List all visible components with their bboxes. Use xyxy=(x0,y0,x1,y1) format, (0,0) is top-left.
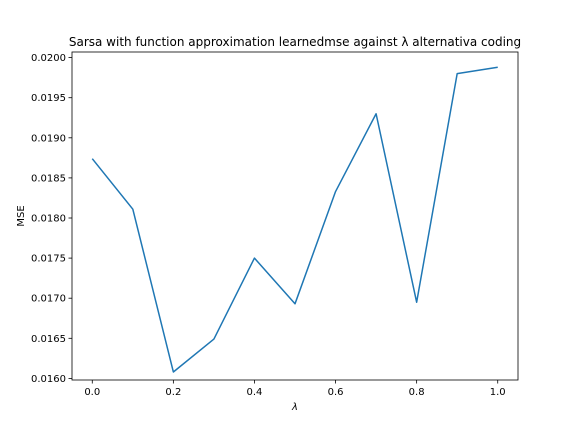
y-tick-label: 0.0165 xyxy=(31,334,66,345)
y-tick-label: 0.0170 xyxy=(31,294,66,305)
x-tick-label: 0.2 xyxy=(165,387,181,398)
x-tick-label: 1.0 xyxy=(490,387,506,398)
x-axis-label: λ xyxy=(291,402,298,413)
y-tick-label: 0.0190 xyxy=(31,133,66,144)
y-tick-label: 0.0185 xyxy=(31,173,66,184)
chart-title: Sarsa with function approximation learne… xyxy=(69,35,521,49)
y-tick-label: 0.0180 xyxy=(31,214,66,225)
x-tick-label: 0.6 xyxy=(328,387,344,398)
axes-frame xyxy=(71,51,519,381)
y-tick-label: 0.0175 xyxy=(31,254,66,265)
x-tick-label: 0.4 xyxy=(247,387,263,398)
x-tick-label: 0.0 xyxy=(84,387,100,398)
y-tick-label: 0.0160 xyxy=(31,374,66,385)
x-tick-label: 0.8 xyxy=(409,387,425,398)
y-tick-label: 0.0195 xyxy=(31,93,66,104)
y-axis-label: MSE xyxy=(16,205,27,226)
series-line xyxy=(91,66,498,373)
y-tick-label: 0.0200 xyxy=(31,53,66,64)
plot-area: 0.0 0.2 0.4 0.6 0.8 1.0 0.0160 0.0165 0.0170 0.01… xyxy=(31,51,519,398)
